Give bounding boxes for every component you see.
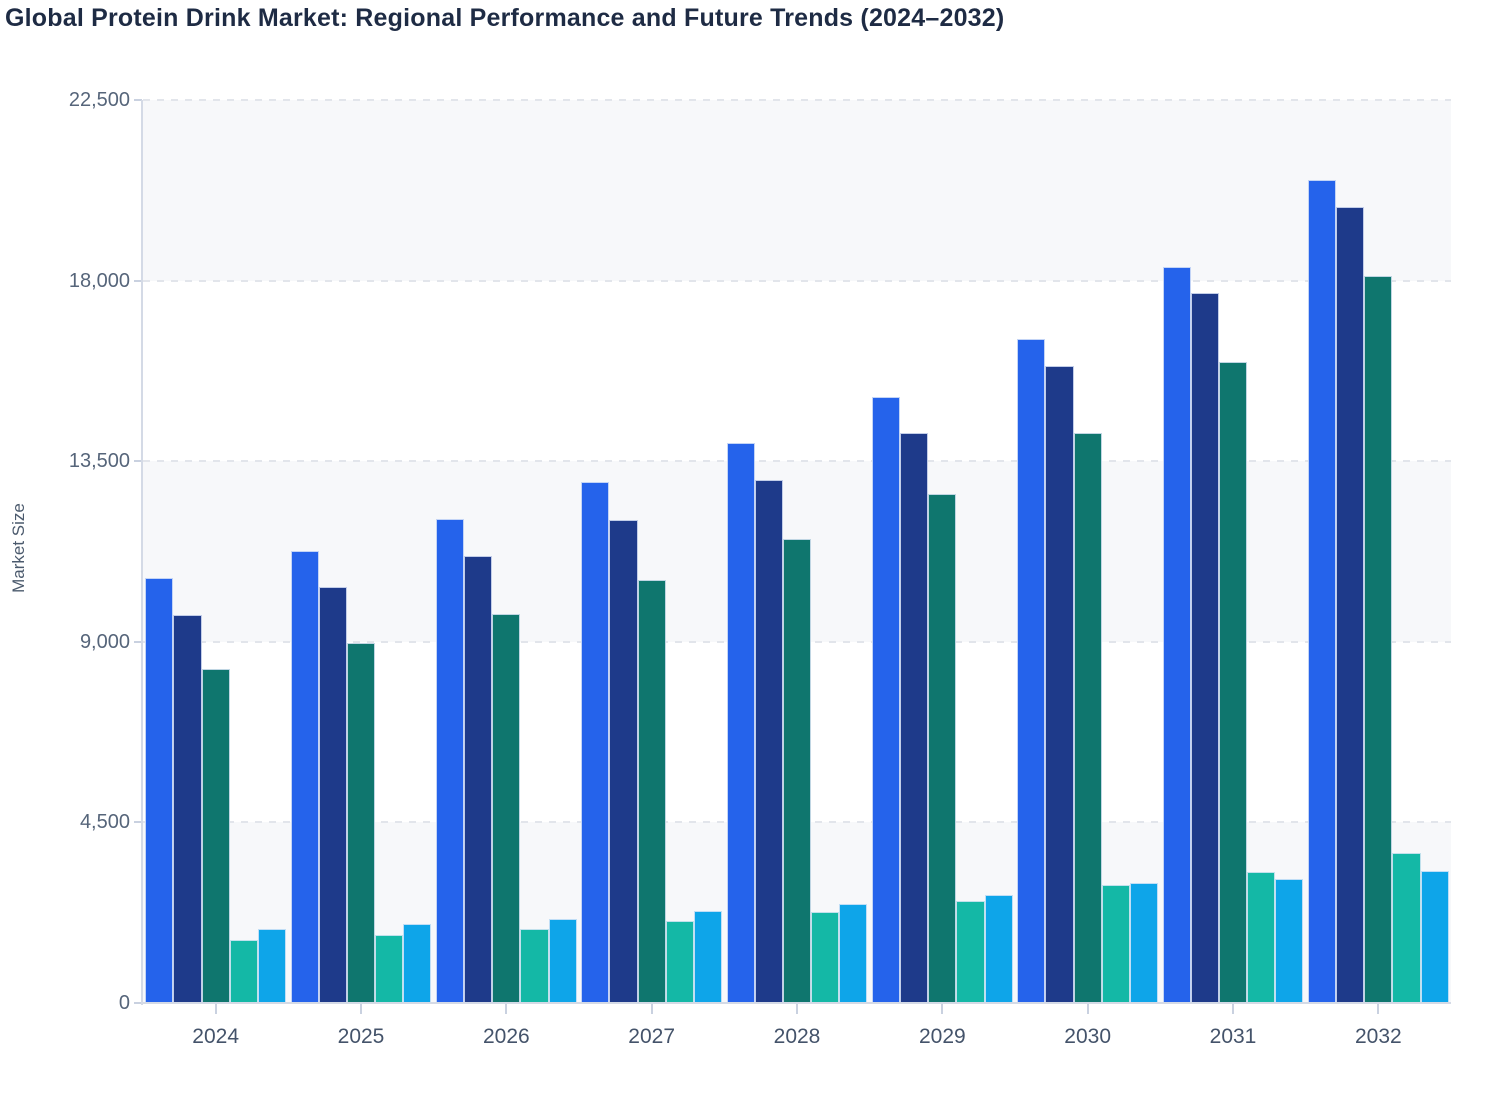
bar-series-navy-2026[interactable] — [464, 555, 493, 1003]
gridline — [143, 279, 1451, 282]
bar-series-navy-2029[interactable] — [900, 432, 929, 1003]
x-tick-label: 2029 — [918, 1025, 966, 1048]
x-tick-label: 2024 — [192, 1025, 240, 1048]
y-tick-label: 9,000 — [79, 630, 130, 653]
bar-series-turquoise-2025[interactable] — [375, 935, 404, 1003]
y-axis-tick — [134, 640, 142, 643]
gridline — [143, 99, 1451, 101]
bar-series-navy-2028[interactable] — [754, 479, 783, 1003]
bar-series-sky-blue-2029[interactable] — [984, 895, 1013, 1003]
bar-series-dark-teal-2029[interactable] — [928, 493, 957, 1003]
bar-series-sky-blue-2025[interactable] — [403, 923, 432, 1003]
bar-series-dark-teal-2031[interactable] — [1218, 361, 1248, 1003]
x-tick-label: 2026 — [482, 1025, 530, 1048]
y-tick-label: 0 — [118, 992, 130, 1014]
x-tick-label: 2030 — [1064, 1025, 1112, 1048]
bar-series-royal-blue-2032[interactable] — [1307, 180, 1337, 1003]
y-axis-tick — [134, 279, 142, 282]
x-axis-tick — [214, 1004, 217, 1014]
bar-series-turquoise-2029[interactable] — [956, 901, 985, 1003]
bar-series-turquoise-2030[interactable] — [1101, 885, 1130, 1003]
bar-series-sky-blue-2031[interactable] — [1275, 878, 1304, 1003]
bar-series-dark-teal-2026[interactable] — [492, 614, 521, 1003]
x-axis-tick — [941, 1004, 944, 1014]
gridline — [143, 460, 1451, 463]
y-tick-label: 4,500 — [79, 811, 130, 834]
y-tick-label: 22,500 — [68, 89, 130, 111]
bar-series-turquoise-2026[interactable] — [520, 929, 549, 1003]
bar-series-navy-2032[interactable] — [1336, 206, 1365, 1003]
bar-series-sky-blue-2030[interactable] — [1129, 883, 1159, 1003]
x-axis-tick — [360, 1004, 362, 1014]
bar-series-royal-blue-2025[interactable] — [290, 550, 319, 1003]
bar-series-dark-teal-2024[interactable] — [201, 669, 230, 1003]
x-axis-line — [141, 1002, 1451, 1004]
x-axis-tick — [1232, 1004, 1234, 1014]
bar-series-navy-2024[interactable] — [173, 614, 202, 1003]
x-tick-label: 2032 — [1354, 1025, 1402, 1048]
bar-series-navy-2031[interactable] — [1190, 293, 1219, 1003]
bar-series-dark-teal-2030[interactable] — [1073, 432, 1102, 1003]
x-axis-tick — [796, 1004, 798, 1014]
bar-series-royal-blue-2029[interactable] — [871, 397, 901, 1003]
bar-series-turquoise-2027[interactable] — [665, 921, 694, 1003]
bar-series-sky-blue-2032[interactable] — [1420, 870, 1449, 1003]
bar-series-dark-teal-2027[interactable] — [637, 579, 666, 1003]
y-axis-tick — [134, 821, 142, 824]
bar-series-navy-2027[interactable] — [609, 519, 638, 1003]
x-tick-label: 2028 — [773, 1025, 821, 1048]
y-tick-label: 13,500 — [68, 450, 130, 473]
bar-series-dark-teal-2032[interactable] — [1364, 276, 1393, 1003]
x-tick-label: 2031 — [1209, 1025, 1257, 1048]
bar-series-royal-blue-2030[interactable] — [1017, 339, 1046, 1003]
y-tick-label: 18,000 — [68, 269, 130, 292]
bar-series-royal-blue-2027[interactable] — [581, 482, 610, 1003]
bar-series-sky-blue-2027[interactable] — [693, 911, 723, 1003]
bar-series-turquoise-2024[interactable] — [229, 940, 258, 1003]
x-tick-label: 2025 — [337, 1025, 385, 1048]
bar-series-dark-teal-2025[interactable] — [346, 643, 376, 1003]
bar-series-turquoise-2028[interactable] — [811, 911, 840, 1003]
chart-title: Global Protein Drink Market: Regional Pe… — [5, 4, 1005, 32]
x-axis-tick — [650, 1004, 653, 1014]
y-axis-tick — [134, 1002, 142, 1004]
y-axis-tick — [134, 460, 142, 463]
bar-series-navy-2030[interactable] — [1045, 366, 1074, 1003]
bar-series-navy-2025[interactable] — [318, 587, 347, 1003]
bar-series-royal-blue-2026[interactable] — [435, 518, 465, 1003]
x-axis-tick — [505, 1004, 508, 1014]
y-axis-line — [141, 100, 143, 1005]
bar-series-sky-blue-2024[interactable] — [257, 929, 287, 1003]
bar-series-royal-blue-2024[interactable] — [145, 578, 174, 1003]
x-axis-tick — [1377, 1004, 1380, 1014]
bar-series-sky-blue-2028[interactable] — [839, 904, 868, 1003]
bar-series-royal-blue-2031[interactable] — [1162, 266, 1191, 1003]
plot-band — [143, 100, 1451, 281]
bar-series-royal-blue-2028[interactable] — [726, 442, 755, 1003]
bar-series-turquoise-2031[interactable] — [1247, 871, 1276, 1003]
x-tick-label: 2027 — [628, 1025, 676, 1048]
bar-series-dark-teal-2028[interactable] — [782, 539, 812, 1003]
bar-series-sky-blue-2026[interactable] — [548, 918, 577, 1003]
y-axis-tick — [134, 99, 142, 101]
x-axis-tick — [1086, 1004, 1089, 1014]
bar-series-turquoise-2032[interactable] — [1392, 852, 1421, 1003]
